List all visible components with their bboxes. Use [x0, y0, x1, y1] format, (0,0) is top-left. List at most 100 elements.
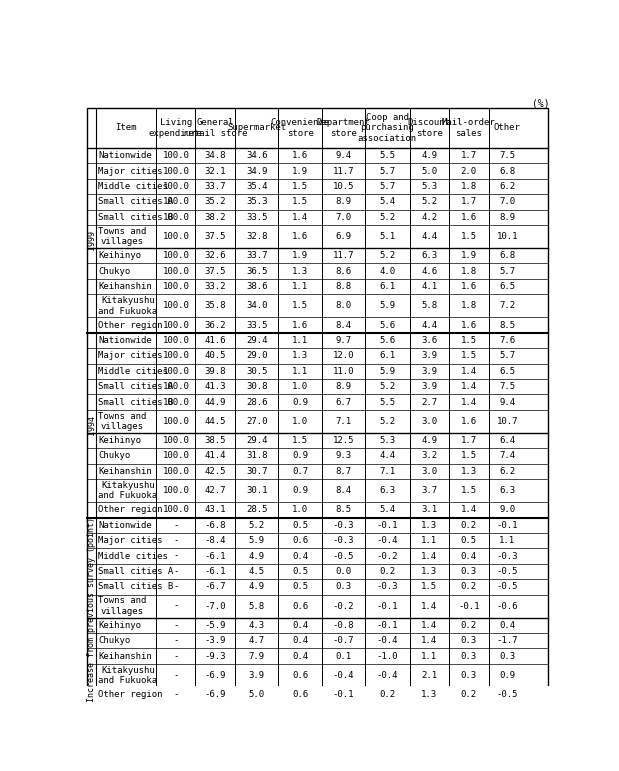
- Text: Small cities B: Small cities B: [98, 398, 173, 406]
- Text: 100.0: 100.0: [162, 321, 189, 329]
- Text: -6.8: -6.8: [204, 520, 226, 530]
- Text: Mail-order
sales: Mail-order sales: [442, 118, 496, 138]
- Text: 100.0: 100.0: [162, 197, 189, 207]
- Text: 1.4: 1.4: [421, 601, 437, 611]
- Text: 41.3: 41.3: [204, 382, 226, 391]
- Text: 1.4: 1.4: [421, 636, 437, 645]
- Text: 4.4: 4.4: [421, 232, 437, 241]
- Text: Chukyo: Chukyo: [98, 267, 131, 276]
- Text: 8.9: 8.9: [335, 197, 352, 207]
- Text: 1.5: 1.5: [292, 301, 308, 310]
- Text: 6.5: 6.5: [499, 282, 515, 291]
- Text: 5.8: 5.8: [249, 601, 265, 611]
- Text: 1.6: 1.6: [461, 417, 477, 426]
- Text: -: -: [173, 520, 178, 530]
- Text: Other: Other: [494, 123, 521, 133]
- Text: 1999: 1999: [87, 231, 96, 251]
- Text: 8.5: 8.5: [499, 321, 515, 329]
- Text: 10.1: 10.1: [496, 232, 518, 241]
- Text: 6.9: 6.9: [335, 232, 352, 241]
- Text: 1.0: 1.0: [292, 417, 308, 426]
- Text: 41.6: 41.6: [204, 336, 226, 345]
- Text: 100.0: 100.0: [162, 267, 189, 276]
- Text: Kitakyushu
and Fukuoka: Kitakyushu and Fukuoka: [98, 481, 157, 500]
- Text: 100.0: 100.0: [162, 417, 189, 426]
- Text: -0.6: -0.6: [496, 601, 518, 611]
- Text: 7.0: 7.0: [499, 197, 515, 207]
- Text: 34.8: 34.8: [204, 151, 226, 160]
- Text: 7.2: 7.2: [499, 301, 515, 310]
- Text: 4.9: 4.9: [249, 551, 265, 561]
- Text: 5.2: 5.2: [379, 417, 396, 426]
- Text: Nationwide: Nationwide: [98, 520, 152, 530]
- Text: 1.8: 1.8: [461, 267, 477, 276]
- Text: -: -: [173, 621, 178, 630]
- Text: Kitakyushu
and Fukuoka: Kitakyushu and Fukuoka: [98, 665, 157, 685]
- Text: Chukyo: Chukyo: [98, 452, 131, 460]
- Text: 1.1: 1.1: [292, 336, 308, 345]
- Text: -6.1: -6.1: [204, 567, 226, 576]
- Text: Other region: Other region: [98, 505, 163, 514]
- Text: -: -: [173, 551, 178, 561]
- Text: 4.6: 4.6: [421, 267, 437, 276]
- Text: 31.8: 31.8: [246, 452, 267, 460]
- Text: 5.6: 5.6: [379, 336, 396, 345]
- Text: 8.6: 8.6: [335, 267, 352, 276]
- Text: 35.4: 35.4: [246, 182, 267, 191]
- Text: 2.0: 2.0: [461, 167, 477, 176]
- Text: 8.4: 8.4: [335, 486, 352, 495]
- Text: 8.7: 8.7: [335, 467, 352, 476]
- Text: 11.0: 11.0: [333, 367, 354, 375]
- Text: -: -: [173, 536, 178, 545]
- Text: 1.1: 1.1: [292, 367, 308, 375]
- Text: 5.3: 5.3: [379, 436, 396, 445]
- Text: 1.0: 1.0: [292, 382, 308, 391]
- Text: 44.5: 44.5: [204, 417, 226, 426]
- Text: 1.9: 1.9: [292, 167, 308, 176]
- Text: 32.1: 32.1: [204, 167, 226, 176]
- Text: 100.0: 100.0: [162, 251, 189, 261]
- Text: -: -: [173, 671, 178, 680]
- Text: 3.0: 3.0: [421, 467, 437, 476]
- Text: 5.9: 5.9: [379, 367, 396, 375]
- Text: 40.5: 40.5: [204, 352, 226, 360]
- Text: 1.5: 1.5: [461, 232, 477, 241]
- Text: 3.7: 3.7: [421, 486, 437, 495]
- Text: 0.5: 0.5: [292, 582, 308, 591]
- Text: -0.1: -0.1: [496, 520, 518, 530]
- Text: 1.4: 1.4: [421, 621, 437, 630]
- Text: 100.0: 100.0: [162, 232, 189, 241]
- Text: 27.0: 27.0: [246, 417, 267, 426]
- Text: 100.0: 100.0: [162, 452, 189, 460]
- Text: 0.9: 0.9: [292, 452, 308, 460]
- Text: -: -: [173, 601, 178, 611]
- Text: 6.2: 6.2: [499, 467, 515, 476]
- Text: 3.9: 3.9: [421, 352, 437, 360]
- Text: 3.9: 3.9: [421, 367, 437, 375]
- Text: 1.6: 1.6: [461, 213, 477, 222]
- Text: 0.2: 0.2: [379, 690, 396, 699]
- Text: -0.4: -0.4: [376, 536, 398, 545]
- Text: 36.2: 36.2: [204, 321, 226, 329]
- Text: Keihanshin: Keihanshin: [98, 467, 152, 476]
- Text: 1.6: 1.6: [292, 321, 308, 329]
- Text: 1.5: 1.5: [421, 582, 437, 591]
- Text: 33.5: 33.5: [246, 213, 267, 222]
- Text: 34.9: 34.9: [246, 167, 267, 176]
- Text: 32.6: 32.6: [204, 251, 226, 261]
- Text: -0.2: -0.2: [333, 601, 354, 611]
- Text: -0.4: -0.4: [376, 636, 398, 645]
- Text: 6.3: 6.3: [421, 251, 437, 261]
- Text: Other region: Other region: [98, 690, 163, 699]
- Text: Small cities B: Small cities B: [98, 213, 173, 222]
- Text: -: -: [173, 690, 178, 699]
- Text: -0.5: -0.5: [333, 551, 354, 561]
- Text: 38.6: 38.6: [246, 282, 267, 291]
- Text: 0.9: 0.9: [292, 486, 308, 495]
- Text: 36.5: 36.5: [246, 267, 267, 276]
- Text: 0.2: 0.2: [379, 567, 396, 576]
- Text: 5.9: 5.9: [379, 301, 396, 310]
- Text: 0.5: 0.5: [461, 536, 477, 545]
- Text: 1.3: 1.3: [292, 267, 308, 276]
- Text: Chukyo: Chukyo: [98, 636, 131, 645]
